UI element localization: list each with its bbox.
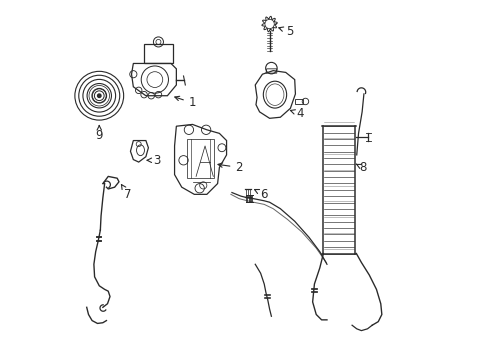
Text: 7: 7 xyxy=(121,185,131,201)
Circle shape xyxy=(94,91,104,100)
Circle shape xyxy=(97,93,102,98)
Text: 5: 5 xyxy=(278,25,292,38)
Text: 8: 8 xyxy=(356,161,366,174)
Text: 4: 4 xyxy=(290,107,303,120)
Text: 3: 3 xyxy=(146,154,160,167)
Text: 2: 2 xyxy=(218,161,243,174)
Text: 1: 1 xyxy=(174,96,196,109)
Text: 6: 6 xyxy=(254,188,267,201)
Text: 9: 9 xyxy=(95,125,103,142)
